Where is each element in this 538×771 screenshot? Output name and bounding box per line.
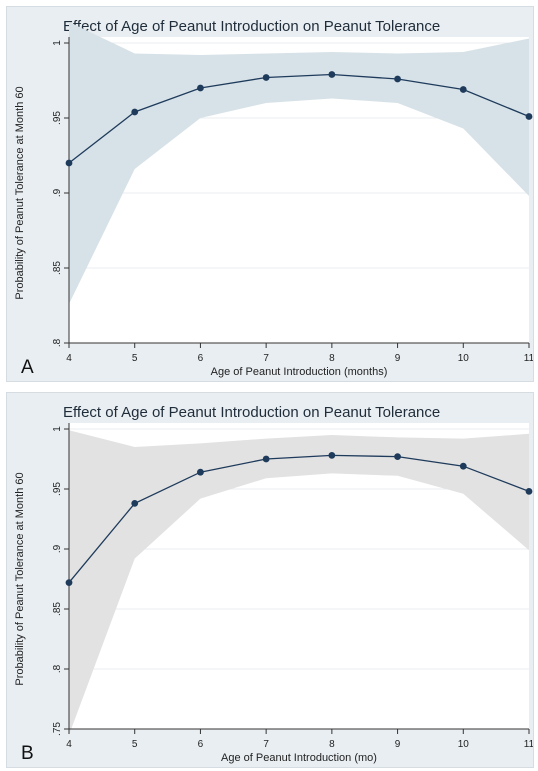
x-tick-label-b: 7 xyxy=(263,739,269,750)
x-tick-label-a: 8 xyxy=(329,353,335,364)
data-point-b xyxy=(328,452,336,459)
chart-panel-b: Effect of Age of Peanut Introduction on … xyxy=(6,392,534,768)
x-tick-label-a: 11 xyxy=(524,353,533,364)
chart-title-a: Effect of Age of Peanut Introduction on … xyxy=(63,18,440,35)
series-line-b xyxy=(68,454,530,584)
data-point-b xyxy=(131,500,139,507)
x-axis-label-a: Age of Peanut Introduction (months) xyxy=(211,366,388,378)
data-point-b xyxy=(65,579,73,586)
chart-panel-a: Effect of Age of Peanut Introduction on … xyxy=(6,6,534,382)
data-point-a xyxy=(328,71,336,78)
y-tick-label-b: .9 xyxy=(52,544,63,553)
data-point-a xyxy=(459,86,467,93)
data-point-b xyxy=(197,468,204,476)
panel-letter-a: A xyxy=(21,357,34,378)
x-axis-label-b: Age of Peanut Introduction (mo) xyxy=(221,752,377,764)
data-point-b xyxy=(262,455,270,463)
y-tick-label-b: .85 xyxy=(52,602,63,616)
y-tick-label-a: .9 xyxy=(52,188,63,197)
data-point-a xyxy=(131,108,139,116)
x-tick-label-a: 9 xyxy=(395,353,401,364)
x-tick-label-b: 11 xyxy=(524,739,533,750)
chart-b-svg: Effect of Age of Peanut Introduction on … xyxy=(14,404,533,764)
x-tick-label-b: 8 xyxy=(329,739,335,750)
x-tick-label-b: 10 xyxy=(458,739,470,750)
x-tick-label-b: 6 xyxy=(198,739,204,750)
x-tick-label-a: 6 xyxy=(198,353,204,364)
panel-letter-b: B xyxy=(21,743,34,764)
data-point-a xyxy=(262,74,270,81)
series-line-a xyxy=(68,73,530,164)
y-tick-label-b: .95 xyxy=(52,482,63,496)
data-point-a xyxy=(525,113,533,120)
x-tick-label-b: 9 xyxy=(395,739,401,750)
data-point-b xyxy=(394,453,401,460)
y-axis-label-a: Probability of Peanut Tolerance at Month… xyxy=(14,86,26,299)
y-tick-label-a: .85 xyxy=(52,261,63,275)
y-axis-label-b: Probability of Peanut Tolerance at Month… xyxy=(14,472,26,685)
y-tick-label-b: .75 xyxy=(52,722,63,736)
data-point-b xyxy=(459,462,467,470)
x-tick-label-a: 4 xyxy=(66,353,72,364)
data-point-b xyxy=(525,488,533,495)
y-tick-label-a: 1 xyxy=(52,40,63,46)
x-tick-label-b: 5 xyxy=(132,739,138,750)
x-tick-label-b: 4 xyxy=(66,739,72,750)
x-tick-label-a: 7 xyxy=(263,353,269,364)
data-point-a xyxy=(394,75,401,83)
chart-a-svg: Effect of Age of Peanut Introduction on … xyxy=(14,18,533,378)
x-tick-label-a: 10 xyxy=(458,353,470,364)
chart-title-b: Effect of Age of Peanut Introduction on … xyxy=(63,404,440,421)
x-tick-label-a: 5 xyxy=(132,353,138,364)
y-tick-label-b: .8 xyxy=(52,664,63,673)
data-point-a xyxy=(65,159,73,167)
y-tick-label-a: .95 xyxy=(52,111,63,125)
y-tick-label-b: 1 xyxy=(52,426,63,432)
data-point-a xyxy=(197,84,204,92)
confidence-band-a xyxy=(69,22,529,304)
y-tick-label-a: .8 xyxy=(52,338,63,347)
confidence-band-b xyxy=(69,430,529,735)
